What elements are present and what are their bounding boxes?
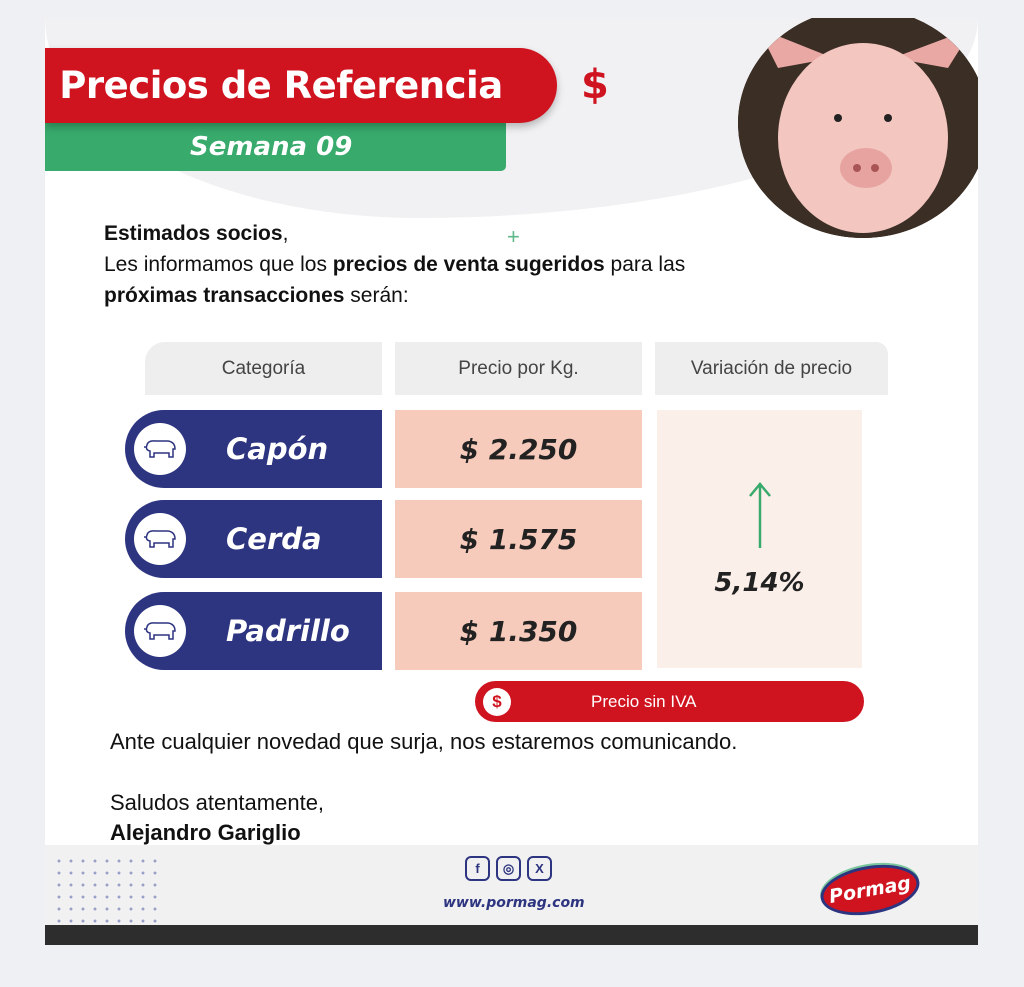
- title-banner: Precios de Referencia: [45, 48, 557, 123]
- intro-text: Estimados socios, Les informamos que los…: [104, 218, 685, 311]
- intro-bold-a: precios de venta sugeridos: [332, 253, 605, 276]
- pig-icon: [134, 605, 186, 657]
- signature: Alejandro Gariglio: [110, 820, 301, 845]
- pig-icon: [134, 423, 186, 475]
- bottom-bar: [45, 925, 978, 945]
- category-label: Cerda: [226, 522, 322, 556]
- category-capon: Capón: [125, 410, 382, 488]
- arrow-up-icon: [748, 482, 771, 548]
- intro-text-c: serán:: [344, 284, 409, 307]
- price-cerda: $ 1.575: [395, 500, 642, 578]
- dot-pattern: [53, 855, 163, 925]
- tax-note: $ Precio sin IVA: [475, 681, 864, 722]
- intro-text-b: para las: [604, 253, 686, 276]
- variation-value: 5,14%: [714, 568, 805, 598]
- header-category: Categoría: [145, 342, 382, 395]
- facebook-icon[interactable]: f: [465, 856, 490, 881]
- pig-photo: [738, 18, 978, 238]
- header-variation: Variación de precio: [655, 342, 888, 395]
- category-padrillo: Padrillo: [125, 592, 382, 670]
- salutation: Saludos atentamente,: [110, 790, 325, 815]
- intro-bold-b: próximas transacciones: [104, 284, 345, 307]
- dollar-circle-icon: $: [483, 687, 511, 716]
- dollar-icon: $: [581, 62, 609, 108]
- category-label: Padrillo: [226, 614, 350, 648]
- intro-text-a: Les informamos que los: [104, 253, 333, 276]
- x-twitter-icon[interactable]: X: [527, 856, 552, 881]
- category-label: Capón: [226, 432, 329, 466]
- footer: [45, 845, 978, 925]
- website-link[interactable]: www.pormag.com: [443, 895, 585, 911]
- price-card: Precios de Referencia Semana 09 $ + Esti…: [45, 18, 978, 945]
- instagram-icon[interactable]: ◎: [496, 856, 521, 881]
- greeting-punct: ,: [282, 222, 289, 245]
- social-links: f ◎ X: [465, 856, 552, 881]
- week-banner: Semana 09: [45, 123, 506, 171]
- greeting: Estimados socios: [104, 222, 283, 245]
- variation-cell: 5,14%: [657, 410, 862, 668]
- price-capon: $ 2.250: [395, 410, 642, 488]
- pig-icon: [134, 513, 186, 565]
- decorative-plus: +: [507, 224, 520, 249]
- header-price: Precio por Kg.: [395, 342, 642, 395]
- closing-line: Ante cualquier novedad que surja, nos es…: [110, 729, 738, 754]
- tax-note-label: Precio sin IVA: [591, 691, 697, 711]
- category-cerda: Cerda: [125, 500, 382, 578]
- price-padrillo: $ 1.350: [395, 592, 642, 670]
